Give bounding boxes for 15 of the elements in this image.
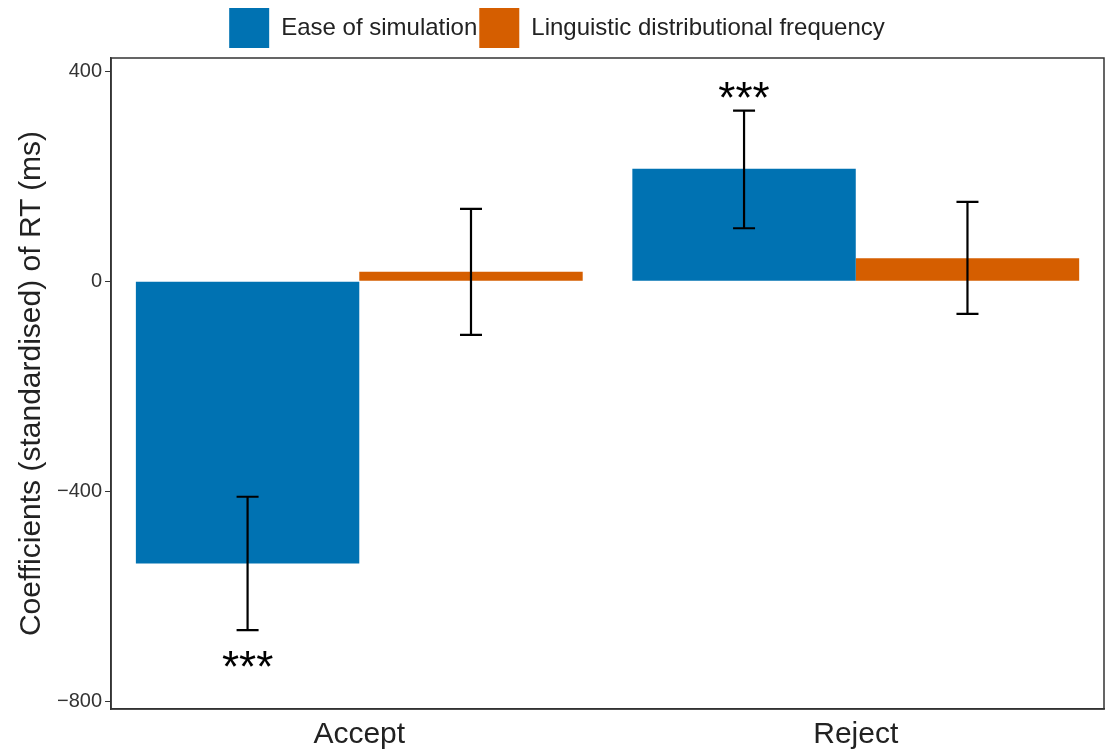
bar <box>135 281 360 564</box>
y-tick-label: −400 <box>56 478 103 501</box>
bar <box>359 271 583 281</box>
annotation: *** <box>718 72 770 122</box>
bar <box>632 168 856 281</box>
y-tick-label: 400 <box>68 58 103 81</box>
annotation: *** <box>221 642 274 692</box>
x-tick-label: Reject <box>813 716 899 750</box>
legend-label: Linguistic distributional frequency <box>531 12 885 40</box>
x-tick-label: Accept <box>313 716 406 750</box>
y-tick-label: −800 <box>56 689 103 712</box>
bar <box>855 258 1080 281</box>
y-axis-title: Coefficients (standardised) of RT (ms) <box>13 130 47 637</box>
y-tick-label: 0 <box>90 268 103 291</box>
legend-label: Ease of simulation <box>281 12 478 40</box>
